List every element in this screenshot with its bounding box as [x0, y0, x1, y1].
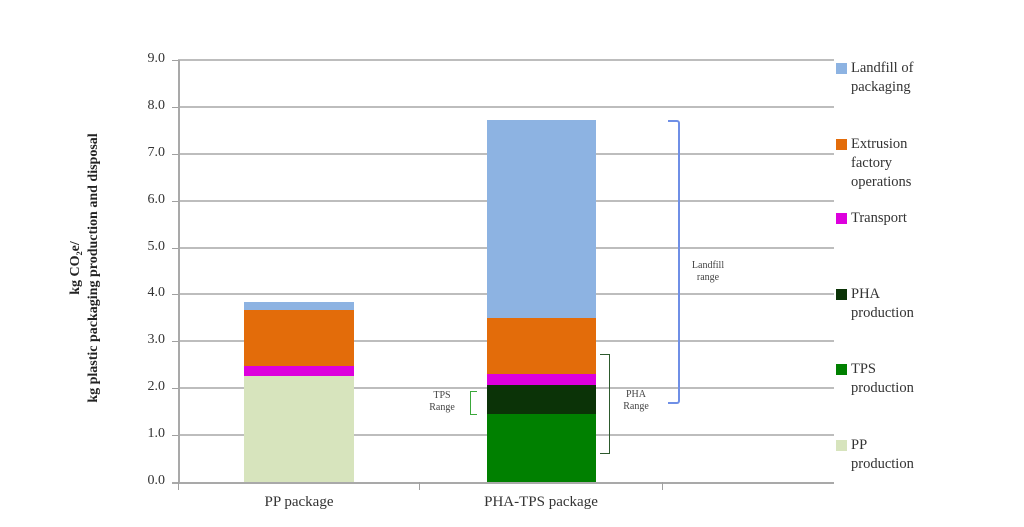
legend-swatch: [836, 213, 847, 224]
pha-range-label: PHA Range: [623, 389, 649, 412]
legend-swatch: [836, 289, 847, 300]
landfill-range-label: Landfill range: [691, 260, 725, 283]
y-tick-label: 0.0: [147, 473, 166, 488]
y-tick-label: 2.0: [147, 379, 166, 394]
landfill-range-bracket: [668, 120, 680, 404]
legend-label: PHA production: [851, 286, 914, 321]
y-axis: [178, 60, 180, 483]
legend-label: PP production: [851, 437, 914, 472]
y-tick: [172, 248, 180, 249]
segment-pha-production: [487, 385, 596, 414]
y-tick-label: 5.0: [147, 239, 166, 254]
y-tick-label: 8.0: [147, 98, 166, 113]
segment-tps-production: [487, 414, 596, 482]
legend-swatch: [836, 139, 847, 150]
x-tick: [419, 482, 420, 490]
legend-swatch: [836, 440, 847, 451]
tps-range-label: TPS Range: [429, 390, 455, 413]
y-tick: [172, 201, 180, 202]
y-tick-label: 1.0: [147, 426, 166, 441]
legend-swatch: [836, 63, 847, 74]
gridline-8: [178, 106, 834, 108]
segment-landfill: [244, 302, 354, 310]
y-tick: [172, 341, 180, 342]
y-tick-label: 9.0: [147, 51, 166, 66]
y-tick: [172, 107, 180, 108]
segment-extrusion: [244, 310, 354, 366]
pha-range-bracket: [600, 354, 610, 454]
y-tick: [172, 294, 180, 295]
gridline-9: [178, 59, 834, 61]
legend-label: TPS production: [851, 361, 914, 396]
y-tick-label: 6.0: [147, 192, 166, 207]
legend-label: Landfill of packaging: [851, 60, 914, 95]
y-axis-title-line2: kg plastic packaging production and disp…: [86, 133, 101, 403]
y-tick: [172, 154, 180, 155]
segment-landfill: [487, 120, 596, 318]
y-axis-title: kg CO₂e/ kg plastic packaging production…: [67, 58, 103, 478]
segment-extrusion: [487, 318, 596, 374]
x-axis: [172, 482, 834, 484]
y-axis-title-line1: kg CO₂e/: [68, 241, 83, 295]
y-tick-label: 3.0: [147, 332, 166, 347]
segment-pp-production: [244, 376, 354, 482]
y-tick-label: 4.0: [147, 285, 166, 300]
x-tick: [178, 482, 179, 490]
segment-transport: [244, 366, 354, 376]
tps-range-bracket: [470, 391, 477, 415]
y-tick: [172, 60, 180, 61]
x-tick: [662, 482, 663, 490]
y-tick: [172, 435, 180, 436]
y-tick: [172, 388, 180, 389]
legend-label: Transport: [851, 210, 907, 226]
y-tick-label: 7.0: [147, 145, 166, 160]
x-label-pp-package: PP package: [264, 494, 334, 510]
legend-label: Extrusion factory operations: [851, 136, 912, 190]
x-label-pha-tps-package: PHA-TPS package: [484, 494, 598, 510]
segment-transport: [487, 374, 596, 385]
legend-swatch: [836, 364, 847, 375]
